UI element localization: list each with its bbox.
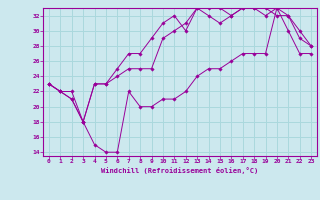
X-axis label: Windchill (Refroidissement éolien,°C): Windchill (Refroidissement éolien,°C)	[101, 167, 259, 174]
